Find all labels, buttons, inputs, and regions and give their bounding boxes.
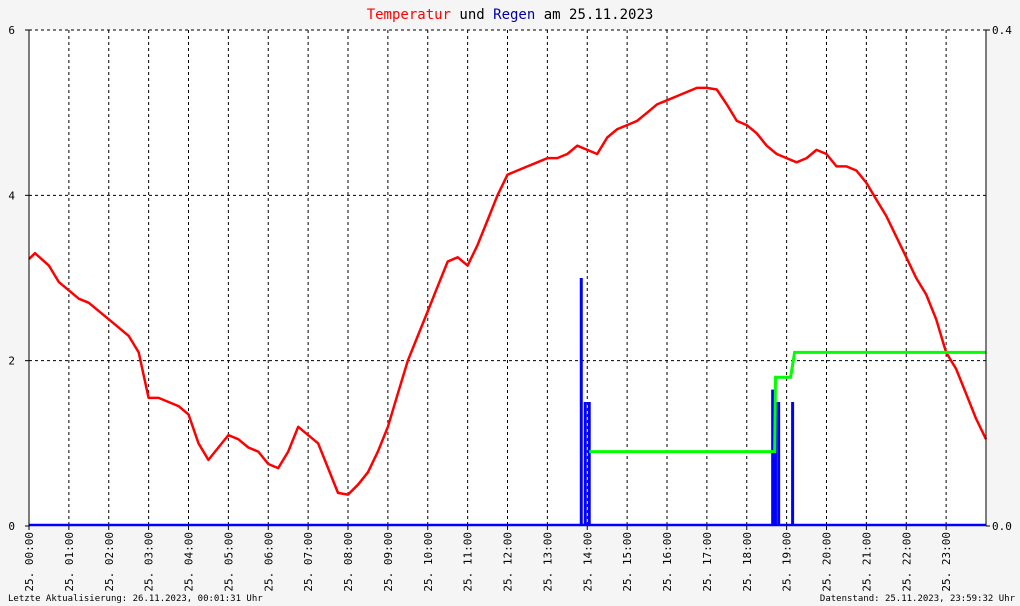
title-temperature: Temperatur: [367, 7, 451, 23]
x-tick-label: 25. 08:00: [342, 532, 355, 592]
temperature-line: [28, 86, 988, 496]
x-tick-label: 25. 10:00: [422, 532, 435, 592]
x-tick-label: 25. 12:00: [502, 532, 515, 592]
y-tick-label-left: 6: [8, 24, 15, 37]
x-tick-label: 25. 18:00: [741, 532, 754, 592]
rain-bar: [773, 402, 777, 526]
title-rain: Regen: [493, 7, 535, 23]
x-tick-label: 25. 00:00: [23, 532, 36, 592]
x-tick-label: 25. 17:00: [701, 532, 714, 592]
x-tick-label: 25. 06:00: [262, 532, 275, 592]
x-tick-label: 25. 07:00: [302, 532, 315, 592]
axes: 0 2 4 6 0.0 0.4 25. 00:00 25. 01:00 25. 02:00 25.…: [8, 24, 1012, 592]
x-tick-label: 25. 02:00: [103, 532, 116, 592]
x-tick-label: 25. 13:00: [541, 532, 554, 592]
x-tick-label: 25. 22:00: [900, 532, 913, 592]
footer-right: Datenstand: 25.11.2023, 23:59:32 Uhr: [820, 594, 1016, 604]
series-layer: [28, 86, 988, 527]
x-tick-label: 25. 01:00: [63, 532, 76, 592]
x-tick-label: 25. 14:00: [581, 532, 594, 592]
rain-bar: [771, 389, 775, 526]
y-tick-label-right: 0.0: [992, 520, 1012, 533]
x-tick-label: 25. 16:00: [661, 532, 674, 592]
footer-left: Letzte Aktualisierung: 26.11.2023, 00:01…: [8, 594, 263, 604]
y-tick-label-left: 2: [8, 355, 15, 368]
x-tick-label: 25. 05:00: [222, 532, 235, 592]
rain-bar: [579, 278, 583, 526]
title-und: und: [451, 7, 493, 23]
grid: [29, 29, 986, 526]
x-tick-label: 25. 19:00: [781, 532, 794, 592]
x-tick-label: 25. 04:00: [183, 532, 196, 592]
y-tick-label-right: 0.4: [992, 24, 1012, 37]
rain-bar: [583, 402, 587, 526]
y-tick-label-left: 0: [8, 520, 15, 533]
title-date: am 25.11.2023: [535, 7, 653, 23]
chart-title: Temperatur und Regen am 25.11.2023: [367, 7, 654, 23]
x-tick-label: 25. 03:00: [143, 532, 156, 592]
rain-bar: [791, 402, 795, 526]
x-tick-label: 25. 09:00: [382, 532, 395, 592]
rain-sum-line: [589, 350, 986, 454]
x-tick-label: 25. 15:00: [621, 532, 634, 592]
x-tick-label: 25. 11:00: [462, 532, 475, 592]
x-tick-label: 25. 21:00: [860, 532, 873, 592]
rain-bar: [777, 402, 781, 526]
x-tick-label: 25. 20:00: [821, 532, 834, 592]
rain-bar: [587, 402, 591, 526]
x-tick-label: 25. 23:00: [940, 532, 953, 592]
y-tick-label-left: 4: [8, 189, 15, 202]
